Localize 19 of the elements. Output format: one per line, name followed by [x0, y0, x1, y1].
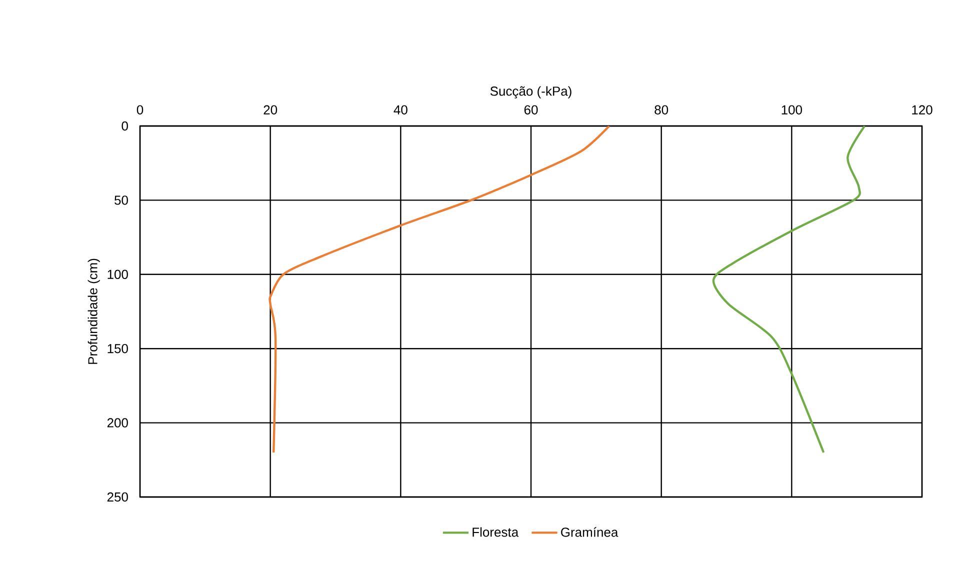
x-tick-label: 20 [264, 105, 278, 114]
y-tick-label: 150 [108, 344, 128, 354]
x-tick-label: 80 [654, 105, 668, 114]
line-series [712, 126, 866, 454]
x-axis-title: Sucção (-kPa) [490, 86, 572, 98]
x-tick-label: 0 [136, 105, 144, 114]
y-tick-label: 100 [108, 270, 128, 279]
y-tick-label: 200 [107, 418, 128, 428]
line-series [268, 126, 610, 454]
legend-label: Gramínea [561, 527, 618, 537]
legend-label: Floresta [472, 527, 519, 537]
y-axis-title: Profundidade (cm) [88, 258, 100, 364]
x-tick-label: 100 [782, 105, 802, 114]
x-tick-label: 60 [524, 105, 538, 114]
y-tick-label: 0 [122, 121, 128, 131]
x-tick-label: 40 [394, 105, 408, 114]
y-tick-label: 50 [114, 196, 128, 205]
y-tick-label: 250 [107, 492, 128, 502]
x-tick-label: 120 [912, 105, 932, 114]
